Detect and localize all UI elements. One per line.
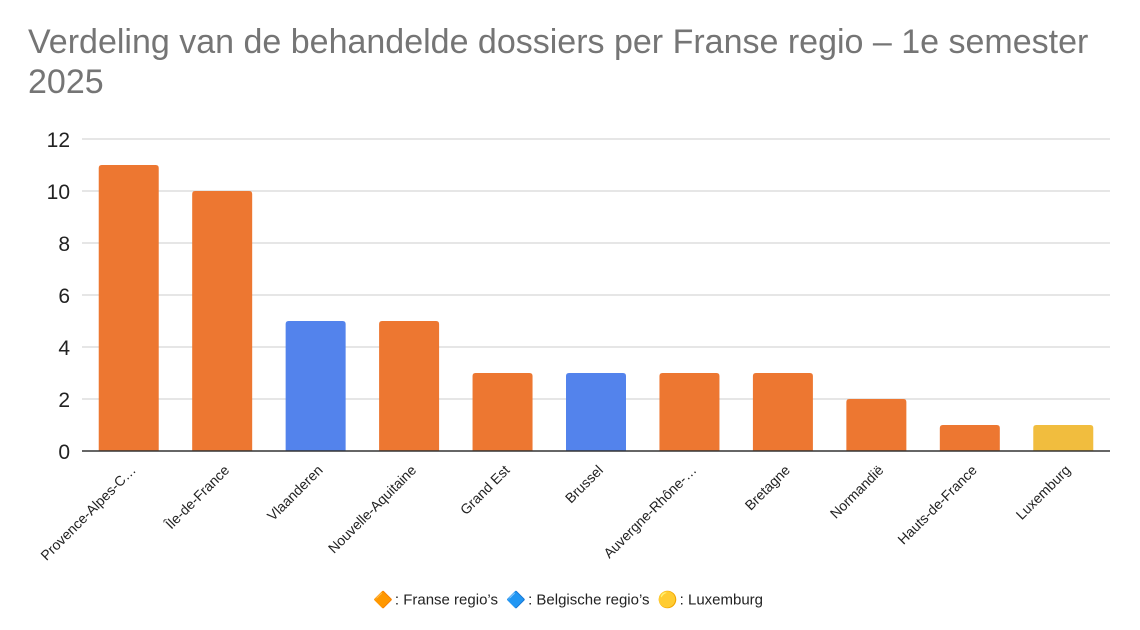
bar	[285, 321, 346, 451]
x-tick-label: Île-de-France	[161, 462, 232, 533]
legend-item-luxembourg: 🟡: Luxemburg	[657, 591, 764, 610]
x-tick-label: Normandië	[827, 462, 887, 522]
chart-title: Verdeling van de behandelde dossiers per…	[28, 23, 1089, 101]
x-tick-label: Brussel	[562, 462, 606, 506]
legend-label-luxembourg: : Luxemburg	[679, 591, 764, 609]
legend-label-belgian: : Belgische regio’s	[528, 591, 650, 609]
bar	[939, 425, 1000, 451]
bar	[98, 165, 159, 451]
y-tick-label: 2	[58, 389, 70, 412]
legend-item-belgian: 🔷: Belgische regio’s	[506, 591, 654, 610]
legend: 🔶: Franse regio’s 🔷: Belgische regio’s 🟡…	[0, 590, 1140, 610]
y-tick-label: 8	[58, 233, 70, 256]
bar	[192, 191, 253, 451]
blue-diamond-icon: 🔷	[506, 592, 527, 609]
bar	[566, 373, 626, 451]
x-tick-label: Hauts-de-France	[894, 462, 980, 548]
x-tick-label: Vlaanderen	[264, 462, 326, 524]
x-tick-label: Bretagne	[742, 462, 794, 514]
y-tick-label: 10	[47, 181, 70, 204]
x-tick-label: Nouvelle-Aquitaine	[325, 462, 420, 557]
bar	[379, 321, 440, 451]
bar	[1033, 425, 1094, 451]
x-tick-label: Provence-Alpes-C…	[37, 462, 139, 564]
y-tick-label: 6	[58, 285, 70, 308]
orange-diamond-icon: 🔶	[372, 592, 393, 609]
legend-item-french: 🔶: Franse regio’s	[372, 591, 502, 610]
bar	[472, 373, 533, 451]
x-tick-label: Auvergne-Rhône-…	[600, 462, 699, 561]
yellow-circle-icon: 🟡	[657, 592, 678, 609]
y-tick-label: 4	[58, 337, 70, 360]
bar	[659, 373, 720, 451]
x-tick-label: Luxemburg	[1013, 462, 1074, 523]
y-tick-label: 12	[47, 129, 70, 152]
x-tick-label: Grand Est	[457, 462, 513, 518]
bar	[752, 373, 813, 451]
y-tick-label: 0	[58, 441, 70, 464]
bar	[846, 399, 907, 451]
legend-label-french: : Franse regio’s	[394, 591, 498, 609]
